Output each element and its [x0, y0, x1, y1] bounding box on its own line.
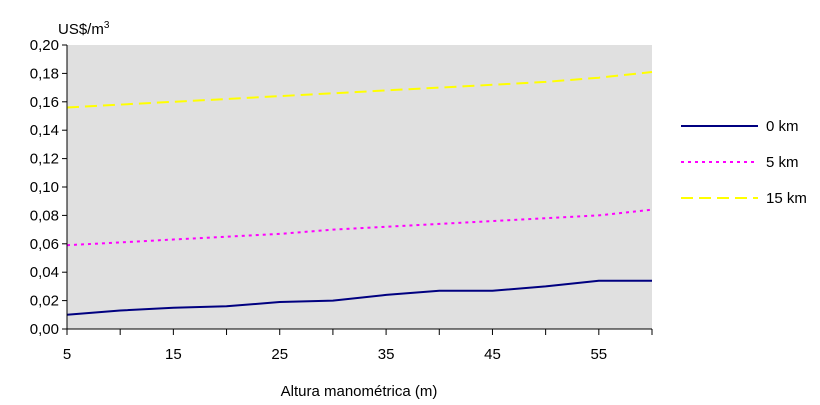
legend-label-1: 0 km	[766, 118, 799, 135]
x-axis-label: Altura manométrica (m)	[281, 383, 438, 400]
legend-label-3: 15 km	[766, 190, 807, 207]
y-tick-label: 0,06	[30, 236, 59, 253]
legend-label-2: 5 km	[766, 154, 799, 171]
y-axis-label: US$/m3	[58, 20, 110, 38]
y-tick-label: 0,04	[30, 264, 59, 281]
y-tick-label: 0,14	[30, 122, 59, 139]
axes: 0,00 0,02 0,04 0,06 0,08 0,10 0,12 0,14 0,16 0,18…	[30, 37, 653, 363]
y-tick-label: 0,12	[30, 151, 59, 168]
x-tick-label: 5	[63, 346, 71, 363]
y-tick-label: 0,10	[30, 179, 59, 196]
plot-area	[67, 45, 652, 329]
legend: 0 km 5 km 15 km	[681, 118, 807, 207]
x-tick-label: 35	[378, 346, 395, 363]
x-tick-label: 45	[484, 346, 501, 363]
series-layer	[66, 71, 653, 316]
y-tick-label: 0,00	[30, 321, 59, 338]
y-tick-label: 0,20	[30, 37, 59, 54]
x-tick-label: 25	[271, 346, 288, 363]
series-line-1	[66, 279, 652, 316]
x-tick-label: 15	[165, 346, 182, 363]
y-tick-label: 0,16	[30, 94, 59, 111]
y-tick-label: 0,08	[30, 207, 59, 224]
series-line-3	[66, 71, 653, 109]
y-tick-label: 0,02	[30, 293, 59, 310]
x-tick-label: 55	[590, 346, 607, 363]
y-tick-label: 0,18	[30, 65, 59, 82]
